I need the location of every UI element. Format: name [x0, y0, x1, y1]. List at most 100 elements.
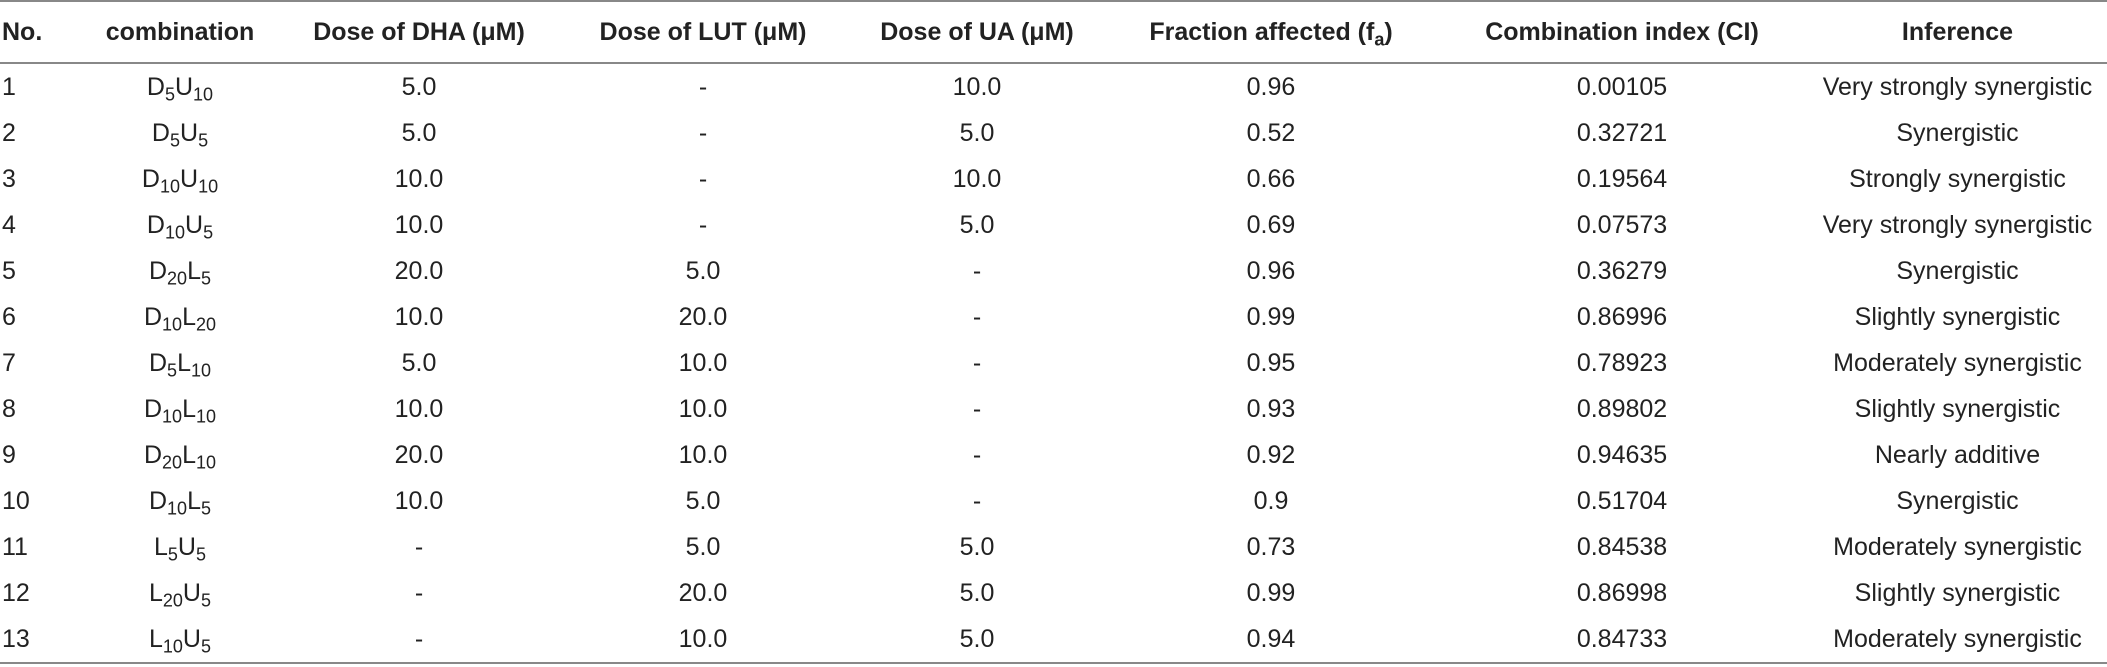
column-header: Dose of LUT (μM) — [558, 0, 848, 64]
combination-cell: L10U5 — [80, 616, 280, 664]
drug-dose-subscript: 5 — [195, 543, 206, 564]
table-cell: 0.69 — [1246, 210, 1296, 239]
table-cell: 0.73 — [1246, 532, 1296, 561]
table-cell: 8 — [2, 394, 16, 423]
table-cell: 5.0 — [959, 578, 995, 607]
drug-dose-subscript: 10 — [195, 405, 217, 426]
drug-letter: D — [143, 302, 163, 331]
drug-dose-subscript: 5 — [200, 635, 211, 656]
table-cell: 1 — [2, 72, 16, 101]
table-cell: 10.0 — [394, 486, 444, 515]
table-cell: 6 — [2, 302, 16, 331]
table-cell: 5.0 — [959, 532, 995, 561]
table-cell: Very strongly synergistic — [1822, 72, 2093, 101]
drug-dose-subscript: 5 — [169, 129, 180, 150]
drug-dose-subscript: 10 — [195, 451, 217, 472]
header-text: ) — [1384, 17, 1393, 46]
drug-dose-subscript: 5 — [167, 543, 178, 564]
table-cell: 7 — [2, 348, 16, 377]
table-cell: 0.78923 — [1576, 348, 1668, 377]
drug-dose-subscript: 20 — [167, 267, 188, 288]
table-cell: 0.92 — [1246, 440, 1296, 469]
table-cell: 0.36279 — [1576, 256, 1668, 285]
table-row: 10 D10L5 10.0 5.0-0.9 0.51704 Synergistic — [0, 478, 2107, 524]
drug-letter: L — [148, 624, 163, 653]
table-cell: 0.89802 — [1576, 394, 1668, 423]
drug-dose-subscript: 5 — [164, 83, 175, 104]
table-cell: 10.0 — [678, 348, 728, 377]
drug-letter: D — [141, 164, 160, 193]
table-cell: Synergistic — [1896, 486, 2019, 515]
header-row: No. combination Dose of DHA (μM) Dose of LU… — [0, 0, 2107, 64]
table-cell: 0.93 — [1246, 394, 1296, 423]
table-cell: 5.0 — [959, 118, 995, 147]
drug-dose-subscript: 5 — [167, 359, 178, 380]
table-cell: Nearly additive — [1874, 440, 2041, 469]
table-cell: 20.0 — [678, 302, 728, 331]
drug-letter: L — [182, 440, 196, 469]
drug-dose-subscript: 10 — [162, 405, 183, 426]
combination-cell: D10L5 — [80, 478, 280, 524]
table-cell: 12 — [2, 578, 30, 607]
drug-letter: U — [182, 578, 201, 607]
table-cell: 5.0 — [401, 348, 437, 377]
combination-cell: D5U10 — [80, 63, 280, 110]
drug-letter: U — [174, 72, 194, 101]
table-cell: 0.99 — [1246, 302, 1296, 331]
table-cell: 0.94 — [1106, 616, 1436, 664]
table-cell: Synergistic — [1896, 256, 2019, 285]
table-cell: 2 — [2, 118, 16, 147]
drug-dose-subscript: 10 — [159, 175, 180, 196]
column-header: Combination index (CI) — [1436, 0, 1808, 64]
table-row: 9 D20L10 20.0 10.0 - 0.92 0.94635 Nearly additi… — [0, 432, 2107, 478]
drug-letter: D — [148, 486, 168, 515]
drug-letter: L — [187, 486, 201, 515]
drug-dose-subscript: 5 — [200, 267, 211, 288]
combination-cell: L5U5 — [80, 524, 280, 570]
table-row: 8 D10L10 10.0 10.0-0.93 0.89802 Slightly syne… — [0, 386, 2107, 432]
column-header: Fraction affected (fa) — [1106, 0, 1436, 64]
table-cell: Moderately synergistic — [1833, 532, 2082, 561]
drug-letter: D — [143, 394, 163, 423]
drug-letter: L — [154, 532, 168, 561]
drug-letter: U — [180, 164, 199, 193]
drug-dose-subscript: 10 — [164, 221, 185, 242]
table-cell: 0.66 — [1246, 164, 1296, 193]
drug-letter: U — [180, 118, 199, 147]
drug-dose-subscript: 20 — [162, 589, 183, 610]
table-row: 1 D5U10 5.0 - 10.0 0.96 0.00105 Very strongly s… — [0, 63, 2107, 110]
table-cell: - — [698, 210, 708, 239]
table-cell: 5.0 — [685, 532, 721, 561]
table-cell: 4 — [2, 210, 16, 239]
header-text: Fraction affected (f — [1149, 17, 1375, 46]
table-cell: - — [280, 616, 558, 664]
table-cell: 0.96 — [1246, 256, 1296, 285]
drug-letter: L — [148, 578, 163, 607]
table-cell: 11 — [2, 532, 28, 561]
table-cell: 5.0 — [848, 616, 1106, 664]
column-header: Inference — [1808, 0, 2107, 64]
table-cell: 5.0 — [685, 256, 721, 285]
table-cell: - — [414, 578, 424, 607]
table-cell: 20.0 — [394, 256, 444, 285]
table-cell: Very strongly synergistic — [1822, 210, 2093, 239]
drug-dose-subscript: 5 — [198, 129, 209, 150]
drug-letter: L — [187, 256, 201, 285]
table-cell: 0.51704 — [1576, 486, 1668, 515]
table-cell: 0.07573 — [1576, 210, 1668, 239]
drug-letter: D — [146, 72, 165, 101]
table-cell: Moderately synergistic — [1833, 348, 2082, 377]
table-cell: 5.0 — [959, 210, 995, 239]
table-cell: Moderately synergistic — [1808, 616, 2107, 664]
table-cell: 0.9 — [1253, 486, 1289, 515]
table-cell: 20.0 — [678, 578, 728, 607]
drug-dose-subscript: 10 — [162, 313, 183, 334]
table-cell: 0.52 — [1246, 118, 1296, 147]
table-cell: 10.0 — [394, 394, 444, 423]
table-row: 6 D10L20 10.0 20.0 - 0.99 0.86996 Slightly syne… — [0, 294, 2107, 340]
table-cell: 10.0 — [394, 210, 444, 239]
table-cell: 0.86998 — [1576, 578, 1668, 607]
combination-cell: D10U5 — [80, 202, 280, 248]
drug-letter: D — [143, 440, 163, 469]
